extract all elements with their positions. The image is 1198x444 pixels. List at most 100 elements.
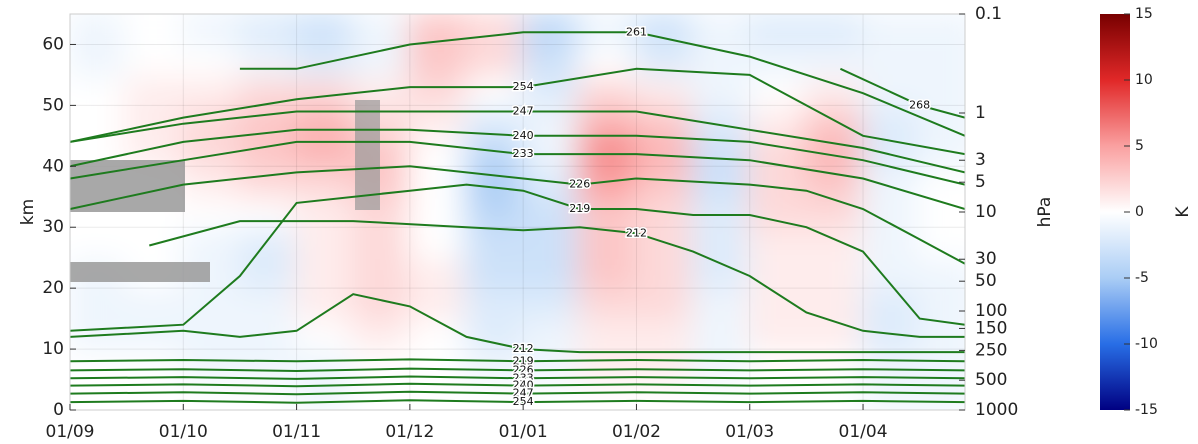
y2-tick-label: 100 [975,301,1007,321]
y-tick-label: 10 [42,339,64,359]
y-tick-label: 20 [42,278,64,298]
anomaly-cell [861,286,922,321]
anomaly-cell [351,14,412,47]
anomaly-cell [861,377,922,410]
x-tick-label: 01/10 [159,422,208,442]
y2-tick-label: 250 [975,340,1007,360]
anomaly-cell [70,225,129,260]
colorbar-tick-label: -15 [1135,402,1158,418]
anomaly-cell [747,133,809,169]
y-tick-label: 0 [53,400,64,420]
anomaly-cell [691,316,752,352]
anomaly-cell [691,286,752,321]
anomaly-cell [351,286,412,321]
contour-line [70,375,965,380]
contour-line [839,67,965,119]
anomaly-cell [407,377,469,410]
anomaly-cell [464,286,526,321]
anomaly-cell [861,133,922,169]
y2-tick-label: 0.1 [975,4,1002,24]
contour-line [70,165,965,265]
anomaly-cell [577,14,639,47]
contour-line [70,390,965,396]
contour-line [70,140,965,210]
anomaly-cell [577,72,639,108]
anomaly-cell [861,42,922,77]
missing-patch [70,262,210,282]
x-tick-label: 01/01 [499,422,548,442]
contour-line [70,110,965,174]
anomaly-cell [124,225,186,260]
colorbar-tick-label: -5 [1135,270,1149,286]
anomaly-cell [124,72,186,108]
anomaly-cell [521,133,582,169]
contour-line [70,358,965,363]
y-tick-label: 30 [42,217,64,237]
anomaly-cell [70,72,129,108]
anomaly-cell [521,316,582,352]
anomaly-cell [237,164,299,199]
anomaly-cell [917,14,965,47]
anomaly-cell [294,14,356,47]
anomaly-cell [464,225,526,260]
contour-line [149,220,965,338]
anomaly-cell [577,194,639,230]
anomaly-cell [124,347,186,382]
anomaly-cell [407,225,469,260]
anomaly-cell [747,164,809,199]
anomaly-cell [407,72,469,108]
anomaly-cell [747,377,809,410]
anomaly-cell [804,42,866,77]
anomaly-cell [181,72,242,108]
anomaly-cell [917,255,965,291]
anomaly-cell [464,194,526,230]
anomaly-cell [237,133,299,169]
anomaly-cell [464,316,526,352]
anomaly-cell [804,14,866,47]
contour-label: 268 [909,98,930,111]
anomaly-cell [634,14,696,47]
x-tick-label: 01/03 [725,422,774,442]
contour-label: 247 [513,104,534,117]
y2-tick-label: 5 [975,172,986,192]
anomaly-cell [464,103,526,138]
contour-label: 240 [513,379,534,392]
anomaly-cell [634,286,696,321]
anomaly-cell [634,316,696,352]
anomaly-cell [577,133,639,169]
anomaly-cell [464,255,526,291]
y2-tick-label: 3 [975,150,986,170]
contour-line [70,399,965,404]
anomaly-cell [521,42,582,77]
colorbar-tick-label: -10 [1135,336,1158,352]
anomaly-cell [351,42,412,77]
contour-label: 233 [513,147,534,160]
anomaly-cell [294,316,356,352]
anomaly-cell [70,103,129,138]
anomaly-cell [294,42,356,77]
contour-line [70,382,965,388]
y-tick-label: 40 [42,156,64,176]
colorbar-label: K [1173,206,1193,218]
anomaly-cell [521,255,582,291]
anomaly-cell [917,194,965,230]
anomaly-cell [181,225,242,260]
contour-label: 247 [513,387,534,400]
anomaly-cell [464,72,526,108]
anomaly-cell [917,377,965,410]
anomaly-cell [634,255,696,291]
anomaly-cell [804,377,866,410]
anomaly-cell [691,194,752,230]
y2-tick-label: 30 [975,249,997,269]
anomaly-cell [747,103,809,138]
contour-label: 226 [513,363,534,376]
anomaly-cell [521,286,582,321]
x-tick-label: 01/09 [46,422,95,442]
anomaly-cell [294,225,356,260]
anomaly-cell [917,42,965,77]
contour-label: 233 [513,371,534,384]
anomaly-cell [351,377,412,410]
anomaly-cell [917,72,965,108]
anomaly-cell [804,255,866,291]
